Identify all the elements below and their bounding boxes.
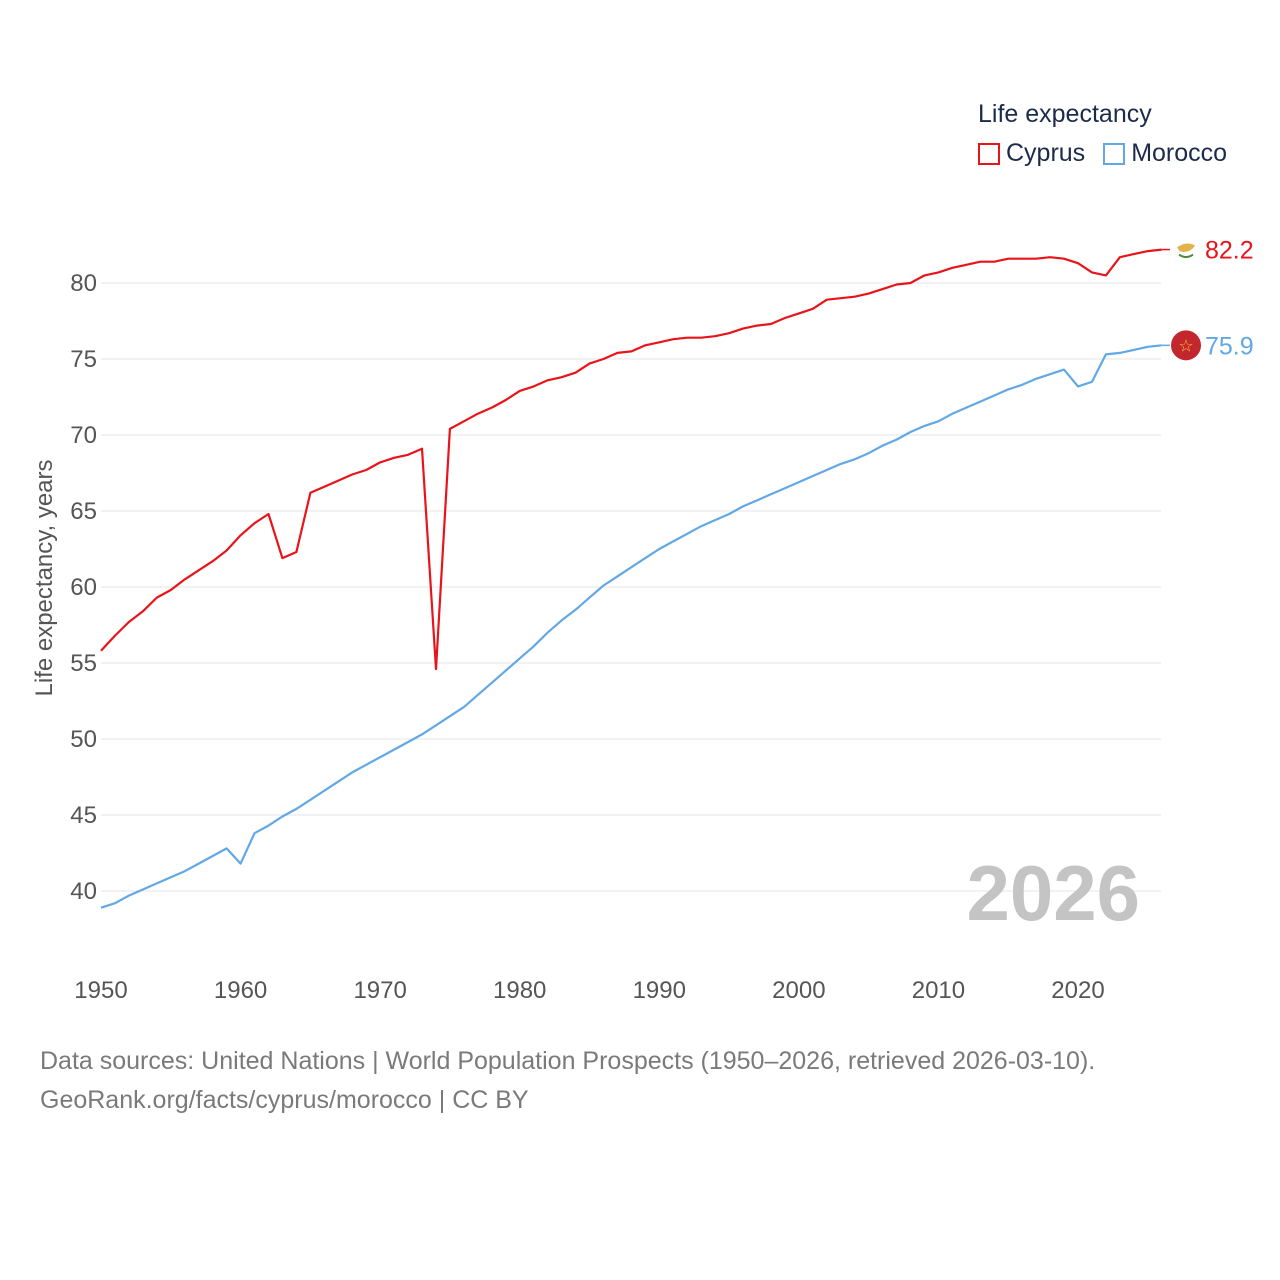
y-axis-label: Life expectancy, years [31, 459, 58, 696]
y-tick-label: 45 [70, 802, 97, 829]
legend-swatch-morocco [1103, 142, 1126, 165]
y-tick-label: 70 [70, 422, 97, 449]
series-line-morocco [100, 344, 1162, 909]
x-tick-label: 1970 [353, 977, 406, 1004]
line-chart: 40 45 50 55 60 65 70 75 80 1950 1960 1970 1980 1990 2… [31, 234, 1254, 1004]
x-tick-label: 1990 [633, 977, 686, 1004]
legend-item-cyprus[interactable]: Cyprus [978, 139, 1085, 168]
year-watermark: 2026 [966, 849, 1140, 937]
cyprus-flag-icon [1171, 234, 1201, 265]
svg-text:☆: ☆ [1178, 336, 1193, 356]
end-markers: 82.2 ☆ 75.9 [1161, 234, 1254, 361]
x-tick-label: 2010 [912, 977, 965, 1004]
end-label-morocco: 75.9 [1205, 332, 1254, 360]
data-sources: Data sources: United Nations | World Pop… [40, 1042, 1095, 1120]
series-line-cyprus [100, 248, 1162, 671]
legend-title: Life expectancy [978, 100, 1152, 128]
y-tick-label: 80 [70, 270, 97, 297]
x-axis-ticks: 1950 1960 1970 1980 1990 2000 2010 2020 [74, 977, 1104, 1004]
legend-swatch-cyprus [978, 142, 1000, 165]
legend-item-morocco[interactable]: Morocco [1103, 139, 1227, 168]
morocco-flag-icon: ☆ [1171, 330, 1201, 361]
x-tick-label: 1960 [214, 977, 267, 1004]
end-label-cyprus: 82.2 [1205, 237, 1254, 265]
x-tick-label: 2020 [1051, 977, 1104, 1004]
legend: Life expectancy Cyprus Morocco [978, 100, 1227, 168]
legend-label-cyprus: Cyprus [1006, 139, 1086, 167]
legend-label-morocco: Morocco [1131, 139, 1228, 167]
sources-line: Data sources: United Nations | World Pop… [40, 1047, 1096, 1075]
series-group [100, 248, 1162, 909]
y-axis-ticks: 40 45 50 55 60 65 70 75 80 [70, 270, 97, 905]
y-tick-label: 40 [70, 878, 97, 905]
y-tick-label: 55 [70, 650, 97, 677]
x-tick-label: 1950 [74, 977, 127, 1004]
y-tick-label: 75 [70, 346, 97, 373]
grid-lines [101, 282, 1161, 892]
x-tick-label: 2000 [772, 977, 825, 1004]
y-tick-label: 50 [70, 726, 97, 753]
attribution-line: GeoRank.org/facts/cyprus/morocco | CC BY [40, 1086, 529, 1114]
y-tick-label: 60 [70, 574, 97, 601]
x-tick-label: 1980 [493, 977, 546, 1004]
y-tick-label: 65 [70, 498, 97, 525]
